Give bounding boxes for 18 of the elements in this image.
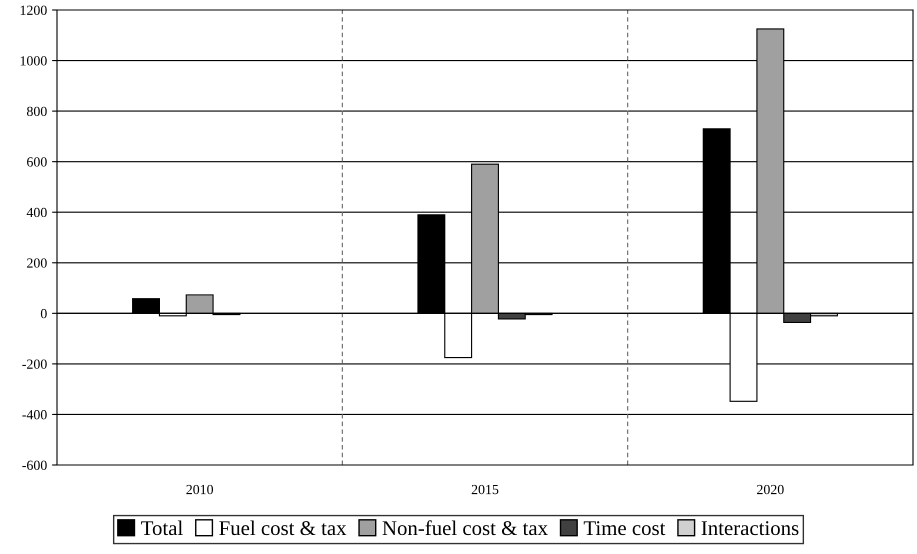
legend-label: Interactions [702, 521, 798, 536]
x-tick-label: 2020 [757, 484, 784, 494]
legend-label: Non-fuel cost & tax [382, 520, 548, 536]
y-tick-label: 800 [26, 106, 47, 116]
y-tick-label: -600 [22, 460, 47, 470]
y-tick-label: 400 [26, 208, 47, 218]
y-tick-label: 1000 [20, 56, 47, 66]
y-tick-label: 200 [27, 258, 47, 268]
legend-label: Total [141, 520, 183, 536]
y-tick-label: 1200 [20, 6, 47, 15]
y-tick-label: -400 [22, 410, 47, 420]
legend-label: Fuel cost & tax [219, 520, 346, 536]
legend-label: Time cost [584, 521, 666, 536]
x-tick-label: 2015 [472, 484, 498, 494]
y-tick-label: 0 [40, 308, 47, 318]
y-tick-label: 600 [27, 157, 47, 167]
y-tick-label: -200 [22, 359, 47, 369]
x-tick-label: 2010 [186, 484, 214, 494]
